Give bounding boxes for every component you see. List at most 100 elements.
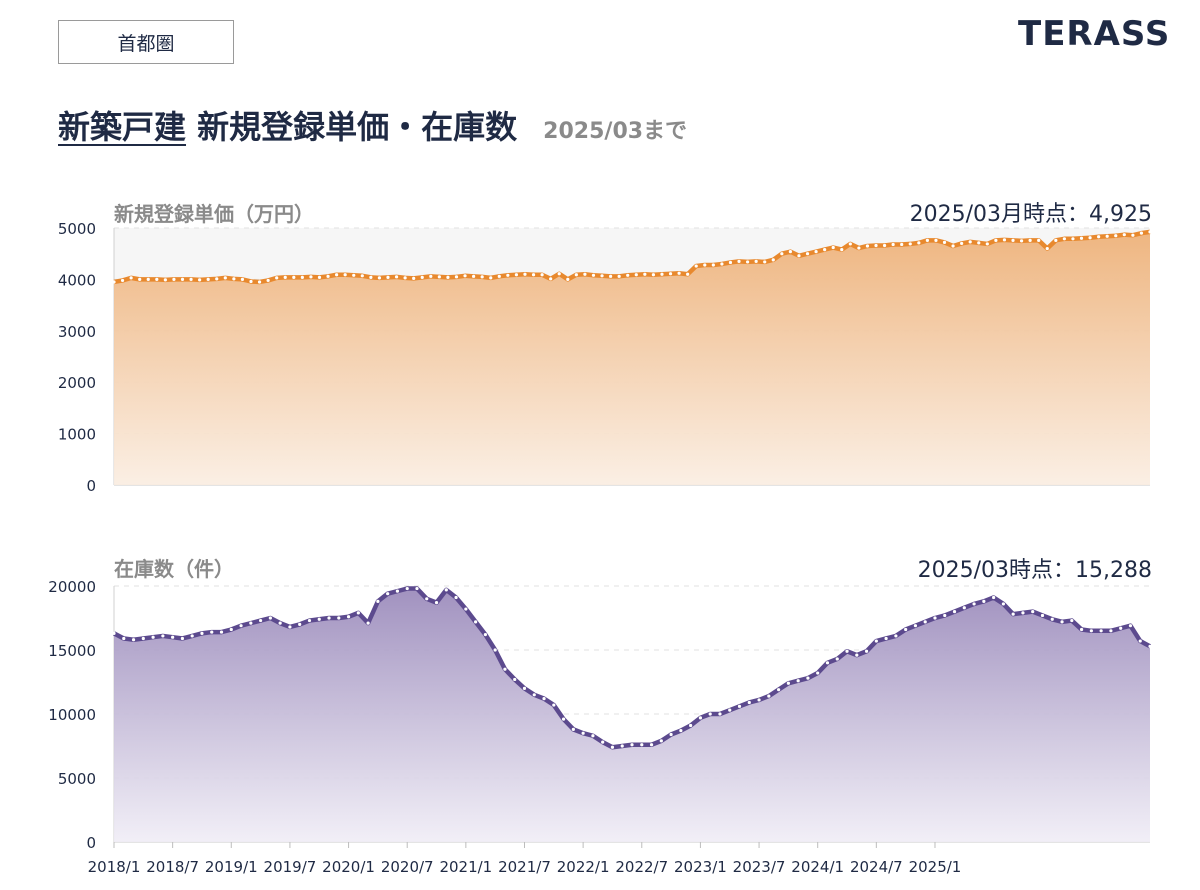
price-data-point — [720, 262, 724, 266]
stock-data-point — [327, 616, 331, 620]
price-data-point — [275, 276, 279, 280]
stock-data-point — [288, 625, 292, 629]
price-data-point — [172, 277, 176, 281]
price-data-point — [651, 273, 656, 277]
stock-data-point — [806, 676, 810, 680]
price-y-tick-label: 1000 — [58, 426, 96, 444]
stock-data-point — [767, 694, 771, 698]
stock-chart: 0 5000 10000 15000 20000 2018/1 2018/7 2019/1 20… — [48, 578, 1152, 876]
stock-area — [114, 588, 1150, 842]
price-data-point — [831, 245, 835, 250]
stock-data-point — [444, 588, 448, 592]
stock-data-point — [366, 621, 370, 625]
stock-x-tick-label: 2019/1 — [205, 858, 258, 876]
stock-data-point — [1079, 627, 1084, 632]
stock-data-point — [542, 697, 546, 701]
price-data-point — [189, 277, 193, 281]
stock-data-point — [210, 630, 214, 634]
stock-data-point — [1011, 612, 1015, 616]
price-data-point — [309, 275, 313, 279]
price-chart-stat: 2025/03月時点：4,925 — [909, 202, 1152, 227]
price-data-point — [917, 241, 921, 245]
price-data-point — [874, 243, 878, 248]
price-data-point — [617, 274, 621, 278]
price-data-point — [394, 275, 399, 279]
stock-data-point — [689, 723, 693, 728]
price-data-point — [257, 280, 262, 284]
price-data-point — [600, 274, 604, 278]
stock-data-point — [454, 595, 458, 600]
stock-data-point — [1031, 610, 1035, 614]
price-data-point — [891, 242, 895, 247]
price-data-point — [711, 263, 715, 267]
stock-data-point — [415, 586, 419, 591]
stock-data-point — [386, 592, 390, 596]
stock-data-point — [913, 624, 918, 628]
stock-data-point — [474, 620, 478, 624]
stock-data-point — [552, 703, 556, 707]
price-data-point — [643, 272, 647, 276]
price-data-point — [848, 242, 852, 246]
stock-data-point — [610, 745, 615, 749]
stock-data-point — [962, 606, 966, 610]
stock-data-point — [522, 686, 527, 691]
stock-x-tick-label: 2020/1 — [322, 858, 375, 876]
stock-data-point — [825, 661, 830, 665]
price-data-point — [668, 272, 673, 276]
stock-data-point — [708, 712, 712, 716]
stock-data-point — [229, 627, 233, 632]
price-data-point — [745, 260, 750, 264]
price-data-point — [566, 277, 570, 281]
price-data-point — [420, 275, 424, 279]
stock-data-point — [659, 739, 663, 743]
price-data-point — [1131, 233, 1135, 237]
stock-data-point — [278, 621, 282, 625]
stock-data-point — [923, 620, 927, 624]
stock-data-point — [620, 744, 624, 748]
price-data-point — [797, 254, 801, 258]
price-data-point — [129, 276, 133, 280]
stock-data-point — [503, 667, 507, 671]
stock-data-point — [679, 729, 683, 733]
stock-data-point — [796, 679, 800, 683]
region-selector[interactable]: 首都圏 — [58, 20, 234, 64]
stock-x-tick-label: 2023/7 — [733, 858, 786, 876]
stock-data-point — [601, 740, 605, 744]
price-data-point — [206, 277, 210, 281]
stock-y-tick-label: 0 — [86, 834, 96, 852]
stock-data-point — [219, 630, 224, 634]
stock-y-tick-label: 20000 — [48, 578, 96, 596]
stock-x-tick-label: 2022/1 — [557, 858, 610, 876]
stock-data-point — [718, 712, 722, 716]
stock-data-point — [972, 602, 976, 606]
stock-data-point — [933, 616, 937, 620]
price-data-point — [1097, 235, 1101, 239]
title-category: 新築戸建 — [58, 108, 187, 146]
stock-data-point — [1070, 618, 1074, 623]
stock-data-point — [835, 657, 839, 661]
price-data-point — [780, 252, 784, 256]
page-title: 新築戸建 新規登録単価・在庫数 2025/03まで — [58, 102, 687, 148]
stock-data-point — [405, 586, 409, 591]
stock-data-point — [874, 639, 878, 643]
stock-x-tick-label: 2024/7 — [850, 858, 903, 876]
stock-data-point — [1060, 620, 1064, 624]
price-data-point — [266, 278, 270, 283]
price-data-point — [472, 274, 476, 278]
stock-data-point — [698, 716, 703, 720]
price-data-point — [934, 238, 938, 242]
stock-data-point — [845, 649, 849, 653]
stock-data-point — [171, 635, 175, 639]
price-data-point — [215, 277, 219, 281]
price-data-point — [925, 238, 929, 242]
stock-x-tick-label: 2024/1 — [791, 858, 844, 876]
price-data-point — [454, 275, 459, 279]
stock-data-point — [513, 677, 517, 682]
stock-data-point — [307, 618, 312, 623]
price-data-point — [506, 273, 510, 277]
price-data-point — [317, 275, 322, 279]
price-data-point — [634, 273, 638, 277]
stock-data-point — [395, 589, 400, 593]
stock-data-point — [131, 638, 136, 642]
stock-data-point — [337, 616, 341, 620]
